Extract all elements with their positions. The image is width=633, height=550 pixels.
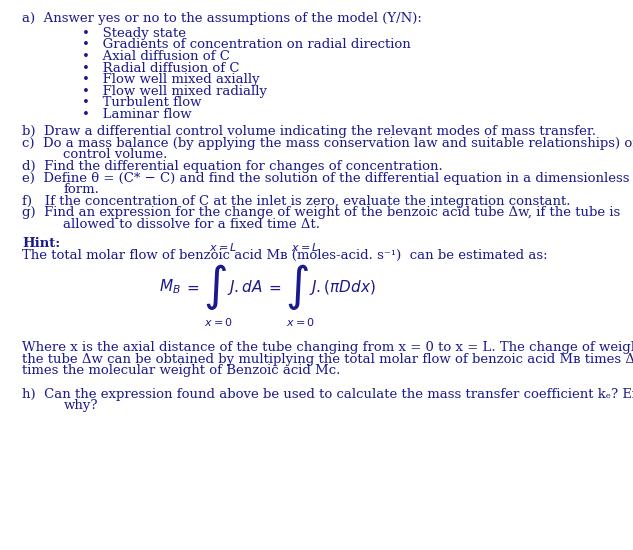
Text: e)  Define θ = (C* − C) and find the solution of the differential equation in a : e) Define θ = (C* − C) and find the solu…: [22, 172, 630, 185]
Text: $J. dA$: $J. dA$: [227, 278, 263, 296]
Text: •   Steady state: • Steady state: [82, 27, 186, 40]
Text: The total molar flow of benzoic acid Mʙ (moles-acid. s⁻¹)  can be estimated as:: The total molar flow of benzoic acid Mʙ …: [22, 249, 548, 262]
Text: g)  Find an expression for the change of weight of the benzoic acid tube Δw, if : g) Find an expression for the change of …: [22, 206, 620, 219]
Text: f)   If the concentration of C at the inlet is zero, evaluate the integration co: f) If the concentration of C at the inle…: [22, 195, 571, 208]
Text: •   Axial diffusion of C: • Axial diffusion of C: [82, 50, 230, 63]
Text: control volume.: control volume.: [63, 148, 168, 162]
Text: d)  Find the differential equation for changes of concentration.: d) Find the differential equation for ch…: [22, 160, 443, 173]
Text: •   Flow well mixed axially: • Flow well mixed axially: [82, 73, 260, 86]
Text: $\int$: $\int$: [285, 262, 309, 312]
Text: •   Gradients of concentration on radial direction: • Gradients of concentration on radial d…: [82, 39, 411, 52]
Text: Where x is the axial distance of the tube changing from x = 0 to x = L. The chan: Where x is the axial distance of the tub…: [22, 341, 633, 354]
Text: •   Turbulent flow: • Turbulent flow: [82, 96, 202, 109]
Text: Hint:: Hint:: [22, 237, 60, 250]
Text: $x=0$: $x=0$: [286, 316, 315, 328]
Text: allowed to dissolve for a fixed time Δt.: allowed to dissolve for a fixed time Δt.: [63, 218, 320, 231]
Text: a)  Answer yes or no to the assumptions of the model (Y/N):: a) Answer yes or no to the assumptions o…: [22, 12, 422, 25]
Text: •   Flow well mixed radially: • Flow well mixed radially: [82, 85, 267, 98]
Text: $=$: $=$: [266, 279, 282, 295]
Text: $M_B$: $M_B$: [159, 278, 180, 296]
Text: $x=0$: $x=0$: [204, 316, 233, 328]
Text: $x=L$: $x=L$: [209, 241, 237, 253]
Text: times the molecular weight of Benzoic acid Mᴄ.: times the molecular weight of Benzoic ac…: [22, 364, 341, 377]
Text: •   Laminar flow: • Laminar flow: [82, 108, 192, 121]
Text: $=$: $=$: [184, 279, 199, 295]
Text: b)  Draw a differential control volume indicating the relevant modes of mass tra: b) Draw a differential control volume in…: [22, 125, 596, 139]
Text: •   Radial diffusion of C: • Radial diffusion of C: [82, 62, 240, 75]
Text: the tube Δw can be obtained by multiplying the total molar flow of benzoic acid : the tube Δw can be obtained by multiplyi…: [22, 353, 633, 366]
Text: $x=L$: $x=L$: [291, 241, 319, 253]
Text: form.: form.: [63, 183, 99, 196]
Text: h)  Can the expression found above be used to calculate the mass transfer coeffi: h) Can the expression found above be use…: [22, 388, 633, 401]
Text: c)  Do a mass balance (by applying the mass conservation law and suitable relati: c) Do a mass balance (by applying the ma…: [22, 137, 633, 150]
Text: $J.(\pi Ddx)$: $J.(\pi Ddx)$: [309, 278, 376, 296]
Text: $\int$: $\int$: [203, 262, 227, 312]
Text: why?: why?: [63, 399, 98, 412]
